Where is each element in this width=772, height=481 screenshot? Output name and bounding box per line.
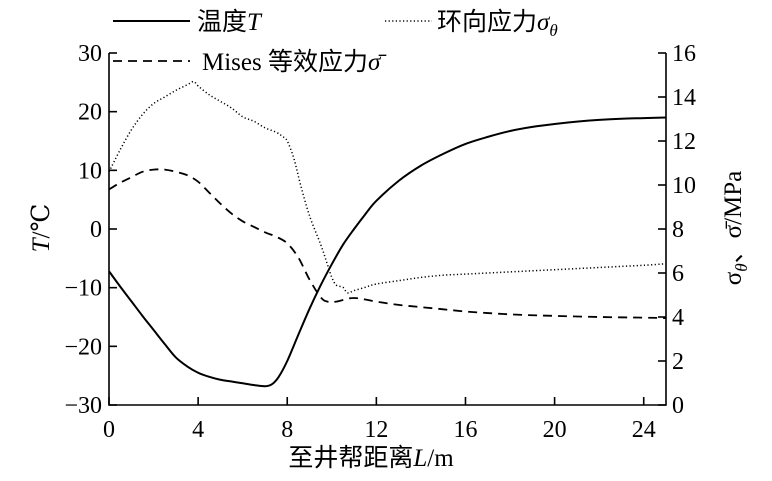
y-right-tick-label: 14 (672, 85, 696, 111)
y-left-tick-label: −20 (64, 334, 102, 360)
x-tick-label: 12 (364, 417, 388, 443)
series-hoop-stress-line (108, 80, 667, 294)
y-right-tick-label: 2 (672, 349, 684, 375)
y-right-tick-label: 16 (672, 41, 696, 67)
legend-name-mises-stress: Mises 等效应力 (202, 48, 368, 76)
legend-label-hoop-stress: 环向应力σθ (437, 8, 558, 40)
y-left-axis-title: T/℃ (28, 204, 55, 253)
y-right-tick-label: 10 (672, 173, 696, 199)
x-axis-title-symbol: L (412, 445, 427, 472)
y-right-axis-title-sub1: θ (732, 263, 751, 271)
x-tick-label: 0 (103, 417, 115, 443)
x-axis-title-text: 至井帮距离 (288, 444, 413, 472)
y-right-tick-label: 4 (672, 305, 684, 331)
y-right-axis-title-symbol2: σ̄ (720, 221, 747, 238)
legend-label-mises-stress: Mises 等效应力σ̄ (202, 48, 387, 76)
series-temperature-line (108, 116, 667, 388)
legend-name-temperature: 温度 (197, 8, 247, 36)
y-right-axis-title-symbol1: σ (720, 271, 747, 285)
y-right-tick-label: 0 (672, 393, 684, 419)
y-right-tick-label: 12 (672, 129, 696, 155)
y-right-tick-label: 8 (672, 217, 684, 243)
legend-symbol-sub-hoop-stress: θ (549, 21, 557, 40)
x-tick-label: 20 (543, 417, 567, 443)
x-tick-label: 4 (192, 417, 204, 443)
x-tick-label: 8 (281, 417, 293, 443)
x-axis-title: 至井帮距离L/m (288, 444, 454, 472)
legend-name-hoop-stress: 环向应力 (437, 8, 537, 36)
y-right-axis-title: σθ、σ̄/MPa (720, 171, 751, 286)
y-left-tick-label: 0 (90, 217, 102, 243)
y-left-tick-label: 20 (78, 100, 102, 126)
y-left-tick-label: −30 (64, 393, 102, 419)
y-left-tick-label: −10 (64, 276, 102, 302)
y-right-tick-label: 6 (672, 261, 684, 287)
y-left-axis-title-unit: /℃ (28, 204, 55, 239)
y-right-axis-title-unit: /MPa (720, 171, 747, 225)
y-left-tick-label: 10 (78, 158, 102, 184)
series-mises-stress-line (108, 168, 667, 319)
x-tick-label: 24 (632, 417, 656, 443)
legend: 温度T 环向应力σθ Mises 等效应力σ̄ (113, 8, 558, 76)
legend-label-temperature: 温度T (197, 8, 263, 36)
legend-symbol-hoop-stress: σ (537, 9, 551, 36)
y-right-axis-title-separator: 、 (720, 238, 747, 263)
y-left-tick-label: 30 (78, 41, 102, 67)
x-tick-label: 16 (453, 417, 477, 443)
x-axis-title-unit: /m (427, 445, 454, 472)
plot-series (108, 80, 667, 388)
legend-symbol-temperature: T (247, 9, 263, 36)
y-left-axis-title-symbol: T (28, 236, 55, 252)
